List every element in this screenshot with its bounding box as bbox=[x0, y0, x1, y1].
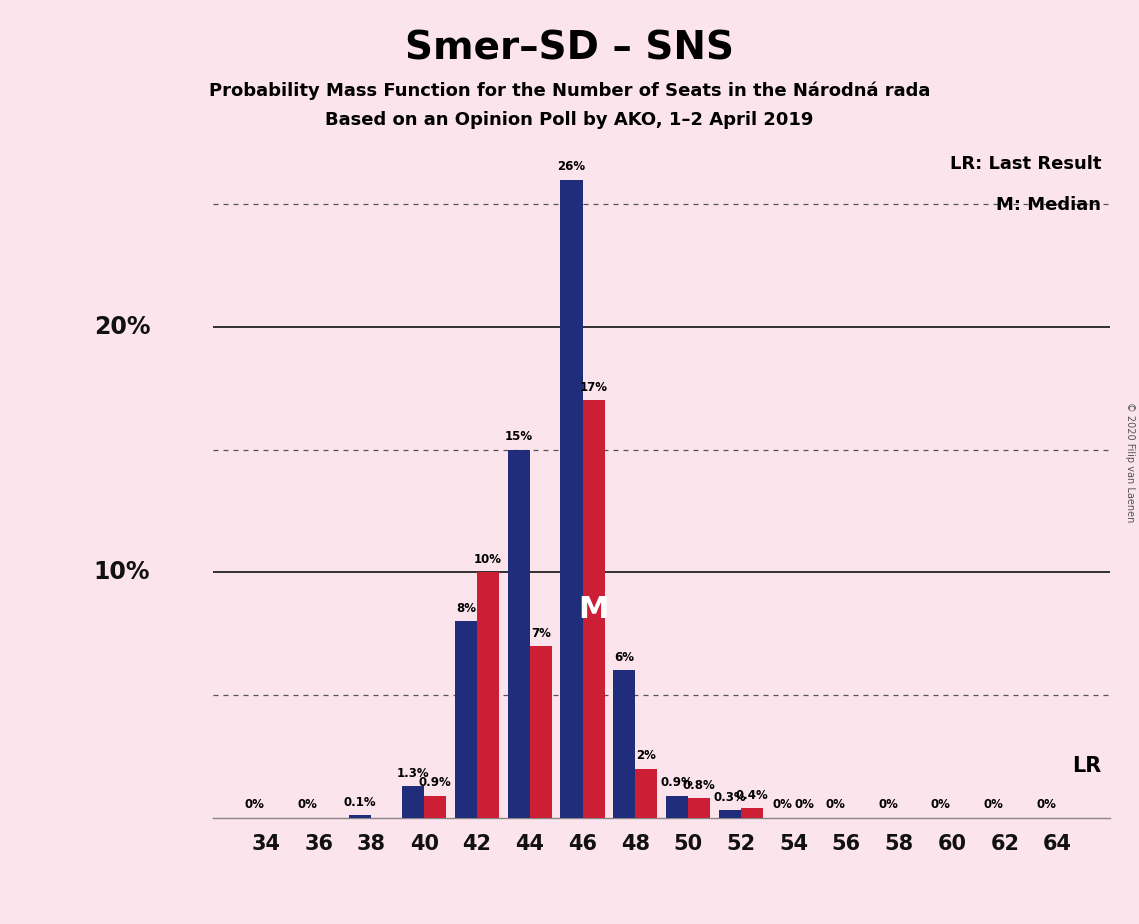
Text: 15%: 15% bbox=[505, 431, 533, 444]
Text: 0%: 0% bbox=[772, 798, 793, 811]
Bar bbox=[350, 815, 371, 818]
Bar bbox=[477, 572, 499, 818]
Bar bbox=[666, 796, 688, 818]
Bar bbox=[613, 670, 636, 818]
Text: M: Median: M: Median bbox=[997, 196, 1101, 213]
Text: 0%: 0% bbox=[878, 798, 898, 811]
Text: 0%: 0% bbox=[297, 798, 318, 811]
Text: 20%: 20% bbox=[93, 315, 150, 339]
Text: Probability Mass Function for the Number of Seats in the Národná rada: Probability Mass Function for the Number… bbox=[208, 81, 931, 100]
Bar bbox=[424, 796, 446, 818]
Text: Based on an Opinion Poll by AKO, 1–2 April 2019: Based on an Opinion Poll by AKO, 1–2 Apr… bbox=[326, 111, 813, 128]
Text: © 2020 Filip van Laenen: © 2020 Filip van Laenen bbox=[1125, 402, 1134, 522]
Text: 0%: 0% bbox=[795, 798, 814, 811]
Bar bbox=[582, 400, 605, 818]
Text: 0.3%: 0.3% bbox=[713, 791, 746, 804]
Bar bbox=[454, 621, 477, 818]
Text: 0.1%: 0.1% bbox=[344, 796, 377, 809]
Text: 0%: 0% bbox=[931, 798, 951, 811]
Text: 0.9%: 0.9% bbox=[661, 776, 694, 789]
Text: 10%: 10% bbox=[474, 553, 502, 566]
Text: M: M bbox=[579, 594, 608, 624]
Text: 0.9%: 0.9% bbox=[419, 776, 451, 789]
Text: LR: LR bbox=[1072, 756, 1101, 776]
Bar bbox=[508, 449, 530, 818]
Text: 7%: 7% bbox=[531, 626, 551, 639]
Text: 0%: 0% bbox=[984, 798, 1003, 811]
Text: 2%: 2% bbox=[637, 749, 656, 762]
Text: 0.8%: 0.8% bbox=[682, 779, 715, 792]
Text: 8%: 8% bbox=[456, 602, 476, 615]
Text: 0.4%: 0.4% bbox=[736, 789, 769, 802]
Text: 0%: 0% bbox=[826, 798, 845, 811]
Text: 26%: 26% bbox=[557, 161, 585, 174]
Text: 17%: 17% bbox=[580, 382, 607, 395]
Bar bbox=[530, 646, 552, 818]
Bar bbox=[688, 798, 711, 818]
Text: LR: Last Result: LR: Last Result bbox=[950, 154, 1101, 173]
Text: Smer–SD – SNS: Smer–SD – SNS bbox=[405, 30, 734, 67]
Bar bbox=[560, 179, 582, 818]
Text: 0%: 0% bbox=[1036, 798, 1056, 811]
Text: 1.3%: 1.3% bbox=[396, 767, 429, 780]
Bar bbox=[402, 785, 424, 818]
Text: 10%: 10% bbox=[93, 560, 150, 584]
Text: 6%: 6% bbox=[614, 651, 634, 664]
Bar bbox=[636, 769, 657, 818]
Bar bbox=[740, 808, 763, 818]
Bar bbox=[719, 810, 740, 818]
Text: 0%: 0% bbox=[245, 798, 264, 811]
